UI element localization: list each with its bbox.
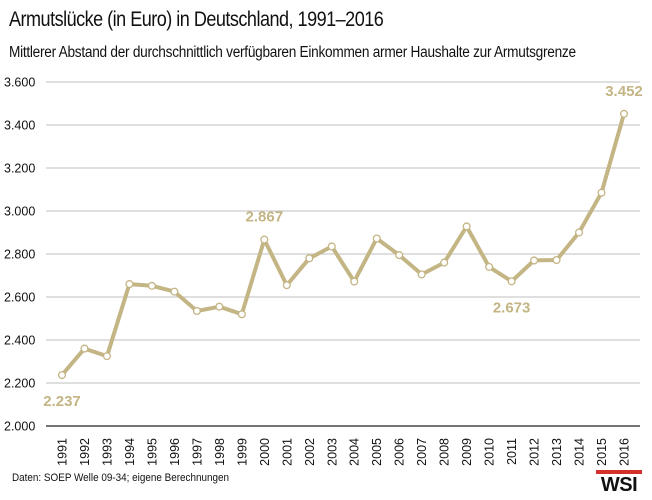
gridlines [46, 81, 640, 427]
y-tick-label: 2.200 [4, 377, 35, 391]
data-point [170, 287, 179, 296]
x-tick-label: 2013 [550, 438, 564, 466]
data-point [552, 255, 561, 265]
x-tick-label: 2002 [303, 438, 317, 466]
y-axis-tick-labels: 2.000 2.200 2.400 2.600 2.800 3.000 3.200 3.400… [4, 76, 35, 434]
x-tick-label: 2008 [438, 438, 452, 466]
data-labels: 2.237 2.867 2.673 3.452 [43, 83, 643, 410]
x-tick-label: 2004 [348, 438, 362, 466]
y-tick-label: 3.200 [4, 162, 35, 176]
x-tick-label: 2005 [370, 438, 384, 466]
y-tick-label: 2.400 [4, 334, 35, 348]
data-label: 2.237 [43, 393, 81, 410]
x-tick-label: 2011 [505, 438, 519, 465]
x-tick-label: 2001 [280, 438, 294, 466]
data-point [125, 280, 134, 289]
x-tick-label: 2012 [528, 438, 542, 466]
data-label: 3.452 [605, 83, 643, 100]
y-tick-label: 3.000 [4, 205, 35, 219]
data-point [395, 251, 404, 260]
logo-red-bar [596, 470, 642, 474]
y-tick-label: 2.000 [4, 420, 35, 434]
x-tick-label: 2015 [595, 438, 609, 466]
chart-title: Armutslücke (in Euro) in Deutschland, 19… [9, 8, 384, 31]
data-point [462, 222, 471, 231]
x-tick-label: 2010 [483, 438, 497, 466]
data-point [327, 242, 336, 251]
x-tick-label: 2014 [573, 438, 587, 466]
data-point [80, 344, 89, 353]
wsi-logo: WSI [596, 470, 642, 497]
data-point [282, 281, 291, 290]
x-tick-label: 1992 [78, 438, 92, 466]
data-point [305, 254, 314, 263]
x-tick-label: 1995 [145, 438, 159, 466]
x-tick-label: 2000 [258, 438, 272, 466]
x-tick-label: 2006 [393, 438, 407, 466]
data-point [350, 277, 359, 286]
data-point [237, 310, 246, 319]
data-point [57, 370, 67, 380]
x-tick-label: 2009 [460, 438, 474, 466]
data-point [530, 256, 539, 265]
data-point [485, 262, 494, 271]
data-point [192, 306, 201, 316]
data-point [574, 228, 584, 237]
data-point [147, 281, 156, 290]
source-note: Daten: SOEP Welle 09-34; eigene Berechnu… [12, 472, 230, 484]
y-tick-label: 2.800 [4, 248, 35, 262]
data-point [417, 270, 426, 279]
data-points [57, 109, 629, 380]
x-tick-label: 1993 [100, 438, 114, 466]
x-tick-label: 1996 [168, 438, 182, 466]
data-point [507, 277, 516, 286]
series-line-layer [60, 111, 626, 377]
data-point [597, 188, 606, 197]
data-point [440, 258, 449, 267]
x-tick-label: 2007 [415, 438, 429, 466]
chart-subtitle: Mittlerer Abstand der durchschnittlich v… [9, 44, 576, 61]
series-line [60, 111, 626, 377]
y-tick-label: 2.600 [4, 291, 35, 305]
y-tick-label: 3.600 [4, 76, 35, 90]
x-tick-label: 1997 [190, 438, 204, 466]
data-point [260, 235, 269, 244]
x-tick-label: 1999 [235, 438, 249, 466]
data-point [102, 352, 112, 361]
data-point [372, 234, 381, 243]
y-tick-label: 3.400 [4, 119, 35, 133]
data-label: 2.673 [493, 299, 531, 316]
x-tick-label: 1994 [123, 438, 137, 466]
data-point [215, 302, 224, 311]
x-tick-label: 1991 [56, 438, 70, 466]
x-tick-label: 1998 [213, 438, 227, 466]
data-point [619, 109, 629, 118]
x-axis-tick-labels: 1991 1992 1993 1994 1995 1996 1997 1998 1999 2000… [56, 438, 632, 466]
logo-text: WSI [600, 474, 638, 496]
data-label: 2.867 [246, 209, 284, 226]
x-tick-label: 2003 [325, 438, 339, 466]
x-tick-label: 2016 [618, 438, 632, 466]
